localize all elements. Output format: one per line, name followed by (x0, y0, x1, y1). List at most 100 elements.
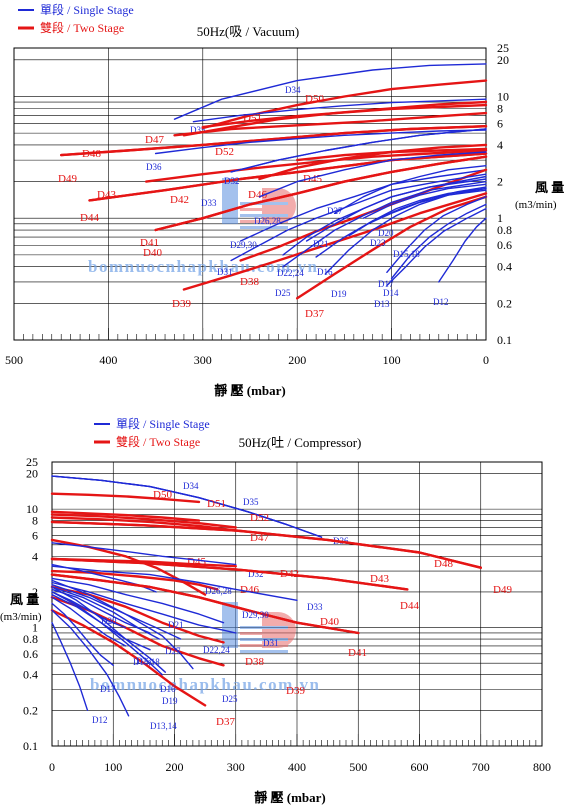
y-tick-label: 6 (497, 116, 503, 130)
series-label: D22,24 (277, 268, 304, 278)
series-label: D29,30 (242, 610, 269, 620)
y-tick-label: 8 (497, 101, 503, 115)
series-label: D37 (305, 308, 324, 320)
watermark-logo (222, 602, 296, 653)
x-tick-label: 200 (288, 353, 306, 367)
y-tick-label: 0.2 (497, 296, 512, 310)
series-line (386, 196, 487, 273)
series-line (51, 475, 323, 538)
series-line (51, 565, 298, 601)
series-label: D36 (146, 162, 162, 172)
legend-entry: 單段 / Single Stage (18, 2, 134, 17)
series-label: D20 (101, 616, 117, 626)
series-line (282, 175, 487, 256)
series-line (60, 124, 488, 157)
series-label: D41 (348, 647, 367, 659)
legend-entry: 雙段 / Two Stage (94, 434, 200, 449)
series-label: D26,28 (254, 216, 281, 226)
y-tick-label: 10 (497, 89, 509, 103)
x-axis-label: 靜 壓 (mbar) (214, 383, 286, 398)
series-label: D13 (374, 299, 390, 309)
series-line (50, 573, 360, 635)
compressor-chart: bomnuocnhapkhau.com.vn0 100 200 300 400 500 60… (0, 416, 551, 805)
x-tick-label: 0 (483, 353, 489, 367)
series-label: D12 (433, 297, 449, 307)
series-line (258, 143, 488, 181)
legend-label: 單段 / Single Stage (116, 416, 210, 431)
y-tick-label: 2 (32, 585, 38, 599)
y-tick-label: 25 (26, 455, 38, 469)
y-tick-label: 2 (497, 175, 503, 189)
series-label: D48 (434, 558, 453, 570)
series-label: D42 (170, 194, 189, 206)
series-label: D16 (317, 267, 333, 277)
series-line (192, 98, 487, 123)
series-line (201, 103, 488, 129)
series-label: D43 (370, 573, 389, 585)
series-label: D27 (165, 646, 181, 656)
x-tick-label: 500 (5, 353, 23, 367)
series-label: D39 (172, 298, 191, 310)
y-tick-label: 20 (497, 53, 509, 67)
series-label: D33 (201, 198, 217, 208)
series-label: D21 (313, 239, 329, 249)
series-label: D49 (493, 584, 512, 596)
series-line (50, 596, 225, 667)
series-label: D35 (190, 125, 206, 135)
x-tick-label: 100 (104, 760, 122, 774)
series-line (50, 520, 482, 569)
series-line (50, 513, 238, 529)
series-label: D17 (100, 684, 116, 694)
series-label: D35 (243, 497, 259, 507)
y-tick-label: 0.8 (23, 632, 38, 646)
series-label: D34 (183, 481, 199, 491)
legend-entry: 單段 / Single Stage (94, 416, 210, 431)
y-tick-label: 25 (497, 41, 509, 55)
series-line (239, 169, 487, 242)
series-label: D25 (222, 694, 238, 704)
series-label: D33 (307, 602, 323, 612)
series-label: D44 (80, 212, 99, 224)
series-line (282, 180, 487, 268)
series-line (50, 510, 201, 522)
series-line (154, 155, 488, 232)
series-label: D31 (217, 267, 233, 277)
y-tick-label: 0.1 (497, 333, 512, 347)
series-label: D44 (400, 600, 419, 612)
y-tick-label: 4 (32, 549, 38, 563)
series-line (51, 588, 151, 634)
y-tick-label: 0.8 (497, 223, 512, 237)
watermark-logo (222, 178, 296, 229)
series-line (390, 203, 487, 280)
series-line (51, 542, 237, 566)
series-line (50, 492, 201, 504)
series-label: D19 (162, 696, 178, 706)
series-line (50, 557, 409, 591)
series-line (386, 207, 487, 287)
series-label: D25 (275, 288, 291, 298)
chart-title: 50Hz(吸 / Vacuum) (197, 24, 300, 39)
series-line (144, 149, 488, 183)
x-tick-label: 400 (99, 353, 117, 367)
x-tick-label: 0 (49, 760, 55, 774)
series-label: D19 (331, 289, 347, 299)
x-axis-label: 靜 壓 (mbar) (254, 790, 326, 805)
series-line (50, 538, 207, 596)
series-label: D39 (286, 685, 305, 697)
legend-label: 雙段 / Two Stage (116, 434, 200, 449)
y-tick-label: 6 (32, 528, 38, 542)
watermark-text: bomnuocnhapkhau.com.vn (90, 675, 320, 694)
series-line (154, 129, 487, 155)
series-label: D50 (305, 93, 324, 105)
series-label: D23 (136, 656, 152, 666)
series-label: D12 (92, 715, 108, 725)
series-line (51, 563, 157, 593)
series-line (51, 622, 89, 711)
series-line (51, 602, 115, 666)
series-line (51, 577, 225, 624)
series-label: D32 (224, 176, 240, 186)
series-line (362, 183, 487, 219)
series-label: D22,24 (203, 645, 230, 655)
